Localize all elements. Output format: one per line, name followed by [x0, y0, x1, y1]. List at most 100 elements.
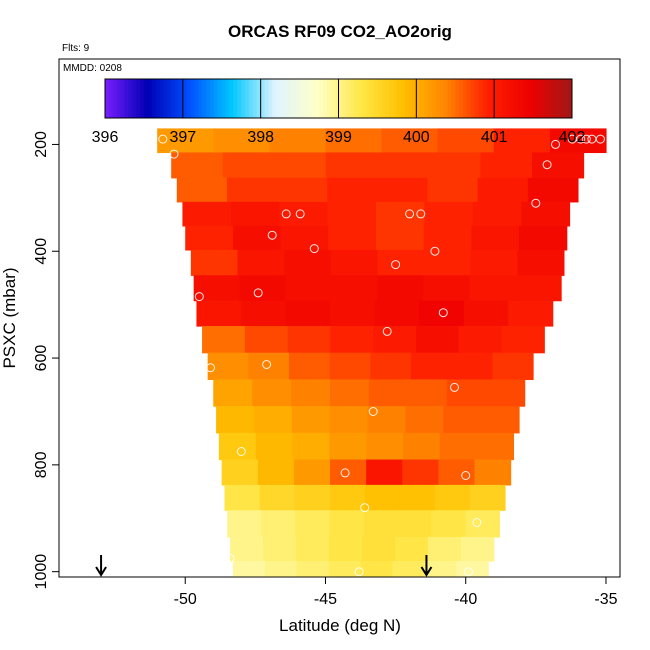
heatmap-cell: [327, 177, 378, 203]
heatmap-cell: [451, 352, 493, 381]
colorbar-segment: [116, 79, 122, 118]
flight-arrows: [95, 555, 433, 577]
heatmap-cell: [294, 484, 331, 511]
colorbar-segment: [556, 79, 561, 118]
heatmap-cell: [255, 432, 294, 461]
colorbar-tick-label: 399: [325, 129, 352, 146]
heatmap-cell: [259, 484, 296, 511]
heatmap-cell: [329, 352, 371, 381]
colorbar-segment: [424, 79, 429, 118]
colorbar-segment: [548, 79, 554, 118]
colorbar-segment: [276, 79, 281, 118]
colorbar-segment: [408, 79, 413, 118]
y-axis-label: PSXC (mbar): [0, 267, 19, 368]
heatmap-cell: [367, 406, 407, 434]
colorbar-segment: [369, 79, 375, 118]
colorbar-segment: [120, 79, 125, 118]
heatmap-cell: [439, 432, 478, 461]
heatmap-cell: [277, 177, 328, 203]
colorbar-segment: [365, 79, 371, 118]
x-tick-label: -35: [594, 591, 617, 608]
heatmap-cell: [240, 300, 287, 327]
heatmap-cell: [230, 201, 280, 227]
heatmap-cell: [370, 352, 412, 381]
heatmap-cell: [381, 128, 439, 154]
heatmap-cell: [230, 536, 264, 562]
heatmap-cell: [237, 249, 285, 276]
colorbar-segment: [447, 79, 452, 118]
colorbar-segment: [268, 79, 273, 118]
heatmap-cell: [411, 352, 453, 381]
colorbar-segment: [311, 79, 316, 118]
colorbar-segment: [248, 79, 254, 118]
observation-point: [267, 230, 277, 240]
heatmap-cell: [202, 326, 246, 354]
observation-point: [158, 134, 168, 144]
heatmap-cell: [474, 459, 512, 486]
colorbar-segment: [533, 79, 538, 118]
colorbar-segment: [280, 79, 285, 118]
colorbar-segment: [252, 79, 258, 118]
colorbar-segment: [540, 79, 546, 118]
observation-point: [581, 134, 591, 144]
colorbar-segment: [564, 79, 569, 118]
colorbar-segment: [346, 79, 351, 118]
heatmap-cell: [517, 249, 565, 276]
heatmap-cell: [458, 326, 503, 354]
colorbar-segment: [521, 79, 526, 118]
colorbar-segment: [505, 79, 511, 118]
heatmap-cell: [493, 128, 551, 154]
colorbar-segment: [140, 79, 145, 118]
colorbar-segment: [155, 79, 160, 118]
colorbar-segment: [357, 79, 363, 118]
flights-label: Flts: 9: [62, 43, 90, 54]
heatmap-cell: [291, 379, 331, 407]
colorbar-segment: [517, 79, 522, 118]
colorbar-segment: [400, 79, 406, 118]
heatmap-cell: [329, 406, 369, 434]
heatmap-cells: [157, 128, 607, 577]
observation-point: [382, 326, 392, 336]
colorbar-segment: [186, 79, 192, 118]
observation-point: [262, 360, 272, 369]
heatmap-cell: [328, 560, 362, 577]
observation-point: [438, 308, 448, 318]
heatmap-cell: [375, 201, 425, 227]
observation-point: [206, 363, 215, 373]
colorbar-segment: [443, 79, 448, 118]
heatmap-cell: [239, 275, 287, 302]
heatmap-cell: [185, 225, 234, 251]
colorbar-segment: [509, 79, 515, 118]
chart-title: ORCAS RF09 CO2_AO2orig: [228, 22, 452, 41]
heatmap-cell: [460, 536, 495, 562]
colorbar-tick-label: 397: [169, 129, 196, 146]
colorbar-segment: [338, 79, 343, 118]
heatmap-cell: [405, 406, 444, 434]
observation-point: [309, 244, 319, 254]
colorbar-segment: [167, 79, 172, 118]
y-tick-label: 800: [33, 451, 50, 478]
colorbar-segment: [206, 79, 211, 118]
colorbar-segment: [132, 79, 137, 118]
heatmap-cell: [232, 225, 282, 251]
heatmap-cell: [377, 249, 425, 276]
colorbar-segment: [439, 79, 445, 118]
observation-point: [281, 209, 291, 219]
colorbar-segment: [210, 79, 215, 118]
colorbar-segment: [342, 79, 347, 118]
colorbar-segment: [303, 79, 308, 118]
colorbar-segment: [385, 79, 390, 118]
colorbar-segment: [463, 79, 468, 118]
heatmap-cell: [519, 225, 568, 251]
observation-point: [472, 518, 482, 527]
heatmap-cell: [360, 560, 394, 577]
observation-point: [430, 246, 440, 256]
observation-point: [391, 260, 401, 270]
heatmap-cell: [196, 300, 242, 327]
heatmap-cell: [264, 560, 298, 577]
heatmap-cell: [287, 326, 331, 354]
heatmap-cell: [289, 352, 331, 381]
colorbar-segment: [389, 79, 394, 118]
observation-point: [576, 134, 586, 144]
colorbar-segment: [326, 79, 332, 118]
